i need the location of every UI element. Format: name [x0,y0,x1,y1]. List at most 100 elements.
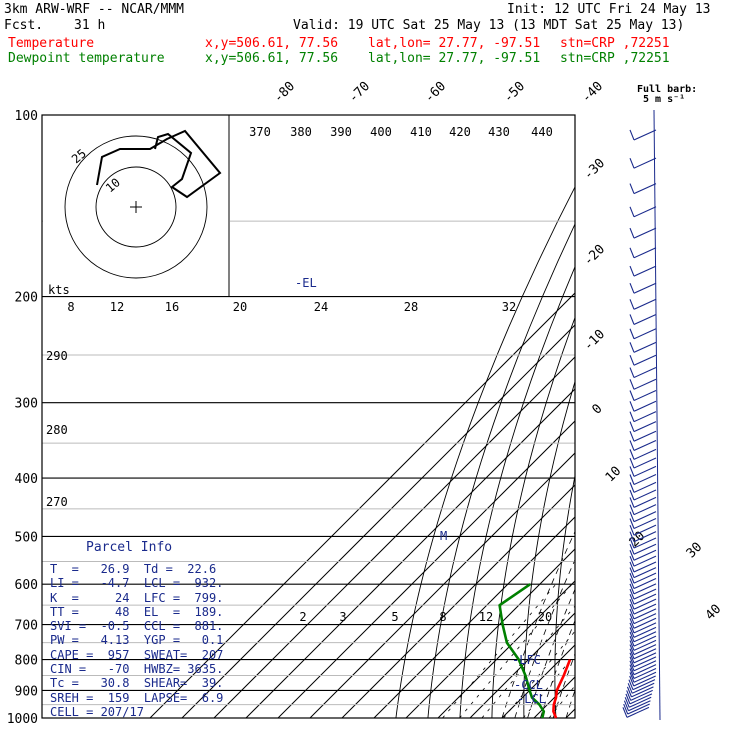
parcel-info-row: LI = -4.7 LCL = 932. [50,576,224,591]
wind-barb-staff [629,693,653,705]
isotherm-line [373,516,575,718]
dry-adiabat-label: 280 [46,423,68,437]
isotherm-label: -10 [581,327,608,354]
wind-barb-flag [629,598,635,610]
wind-barb-flag [629,367,635,378]
wind-barb-flag [629,440,635,451]
wind-barb-flag [629,543,635,555]
wind-barb-staff [633,247,657,259]
wind-barb-flag [629,457,635,469]
wind-barb-staff [631,686,654,698]
wind-barb-flag [629,206,635,217]
wind-barb-staff [633,400,657,412]
dry-adiabat-line [585,115,712,718]
wind-barb-flag [629,608,635,620]
pressure-tick-label: 800 [15,654,38,669]
isotherm-line [245,388,575,718]
wind-barb-staff [633,593,657,605]
parcel-info-row: CAPE = 957 SWEAT= 207 [50,647,224,662]
wind-barb-flag [624,697,630,708]
wind-barb-staff [633,561,657,573]
wind-barb-staff [633,543,657,555]
wind-barb-staff [633,465,657,477]
wind-barb-staff [633,341,657,353]
wind-barb-staff [633,474,657,486]
wind-barb-staff [628,696,652,708]
pressure-tick-label: 600 [15,578,38,593]
wind-barb-flag [629,555,635,567]
model-title: 3km ARW-WRF -- NCAR/MMM [4,2,185,17]
wind-barb-flag [629,390,635,401]
diagram-grid [41,114,712,719]
wind-barb-flag [629,618,635,629]
wind-barb-flag [629,379,635,390]
wind-barb-flag [629,299,635,310]
wind-barb-staff [633,421,657,433]
wind-barb-group [622,129,657,718]
wind-barb-staff [633,537,657,549]
wind-barb-staff [633,439,657,451]
wind-barb-staff [633,489,657,501]
wind-barb-flag [622,707,628,718]
speed-scale-label: 8 [67,300,74,314]
wind-barb-staff [633,367,657,379]
moist-adiabat-line [514,558,575,718]
temperature-latlon: lat,lon= 27.77, -97.51 [368,36,541,51]
wind-barb-flag [629,644,635,655]
wind-barb-flag [629,524,635,536]
wind-barb-staff [633,656,657,668]
theta-label: 400 [370,125,392,139]
speed-scale-label: 20 [233,300,247,314]
wind-barb-flag [629,531,635,542]
parcel-info-row: K = 24 LFC = 799. [50,590,224,605]
wind-barb-flag [625,693,631,705]
isotherm-label: -80 [271,79,298,106]
wind-barb-staff [633,660,657,672]
isotherm-label: -30 [581,156,608,183]
wind-barb-staff [633,567,657,579]
wind-barb-staff [633,430,657,442]
parcel-info-row: Tc = 30.8 SHEAR= 39. [50,676,224,691]
wind-barb-flag [629,449,635,460]
level-marker-label: -LCL [517,692,546,706]
parcel-info-row: SREH = 159 LAPSE= 6.9 [50,690,224,705]
wind-barb-staff [633,675,656,687]
mixing-ratio-line [442,583,557,718]
wind-barb-staff [633,613,657,625]
wind-barb-flag [627,683,633,694]
wind-barb-staff [633,183,657,195]
dry-adiabat-label: 270 [46,495,68,509]
wind-barb-staff [633,626,657,638]
wind-barb-flag [629,504,635,515]
temperature-profile [552,659,572,719]
dry-adiabat-label: 290 [46,349,68,363]
wind-barb-staff [633,524,657,536]
isotherm-line [437,580,575,718]
moist-adiabat-line [540,619,575,718]
wind-barb-flag [629,466,635,477]
parcel-info-row: CELL = 207/17 [50,704,144,719]
wind-barb-staff [633,608,657,620]
isotherm-line [565,708,575,718]
wind-barbs [622,109,661,721]
wind-barb-flag [629,355,635,366]
wind-barb-staff [633,644,657,656]
parcel-info-title: Parcel Info [86,540,173,555]
wind-barb-staff [633,411,657,423]
parcel-info-row: SVI = -0.5 CCL = 881. [50,619,224,634]
init-time: Init: 12 UTC Fri 24 May 13 [507,2,711,17]
wind-barb-flag [629,627,635,638]
pressure-tick-label: 500 [15,530,38,545]
isotherm-label: 40 [703,602,725,624]
wind-barb-staff [633,265,657,277]
dewpoint-profile [498,583,546,719]
wind-barb-staff [633,354,657,366]
isotherm-label: -70 [346,79,373,106]
wind-barb-staff [630,689,653,701]
parcel-info-table: T = 26.9 Td = 22.6 LI = -4.7 LCL = 932. K … [50,562,223,719]
isotherm-line [469,612,575,718]
wind-barb-flag [626,686,632,698]
wind-barb-staff [633,648,657,660]
mixing-ratio-label: 3 [339,610,346,624]
